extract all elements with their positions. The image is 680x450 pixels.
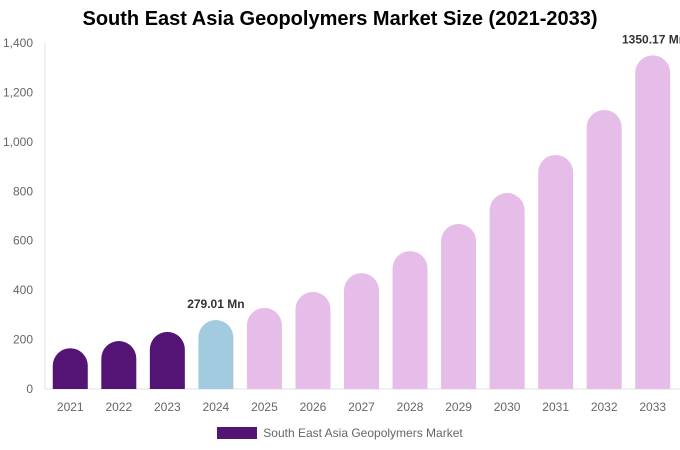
legend: South East Asia Geopolymers Market	[0, 426, 680, 440]
x-tick-label: 2024	[203, 400, 230, 414]
y-tick-label: 0	[26, 382, 33, 396]
bar-2024	[198, 320, 234, 389]
y-tick-label: 1,200	[3, 85, 33, 99]
x-tick-label: 2021	[57, 400, 84, 414]
x-tick-label: 2032	[591, 400, 618, 414]
chart-title: South East Asia Geopolymers Market Size …	[82, 8, 598, 30]
y-tick-label: 200	[13, 333, 33, 347]
y-tick-label: 400	[13, 283, 33, 297]
bar-2030	[489, 193, 525, 389]
data-label-2024: 279.01 Mn	[187, 297, 244, 311]
data-label-2033: 1350.17 Mn	[622, 32, 680, 46]
bar-2021	[52, 348, 88, 389]
bar-2028	[392, 251, 428, 389]
x-tick-label: 2030	[494, 400, 521, 414]
bar-2023	[149, 331, 185, 389]
bar-2032	[586, 109, 622, 390]
y-tick-label: 1,000	[3, 135, 33, 149]
x-tick-label: 2025	[251, 400, 278, 414]
x-tick-label: 2022	[105, 400, 132, 414]
bar-2026	[295, 291, 331, 389]
y-tick-label: 600	[13, 234, 33, 248]
x-tick-label: 2028	[397, 400, 424, 414]
legend-label: South East Asia Geopolymers Market	[263, 426, 463, 440]
legend-swatch	[217, 427, 258, 439]
x-tick-label: 2031	[542, 400, 569, 414]
x-tick-label: 2027	[348, 400, 375, 414]
bar-2031	[538, 154, 574, 389]
x-tick-label: 2029	[445, 400, 472, 414]
x-tick-label: 2033	[639, 400, 666, 414]
x-tick-label: 2023	[154, 400, 181, 414]
bar-2025	[246, 307, 282, 389]
bar-2027	[344, 273, 379, 389]
bar-2029	[441, 223, 477, 389]
y-tick-label: 800	[13, 184, 33, 198]
bar-2033	[635, 55, 671, 390]
y-tick-label: 1,400	[3, 36, 33, 50]
x-tick-label: 2026	[300, 400, 327, 414]
bar-2022	[101, 341, 137, 389]
